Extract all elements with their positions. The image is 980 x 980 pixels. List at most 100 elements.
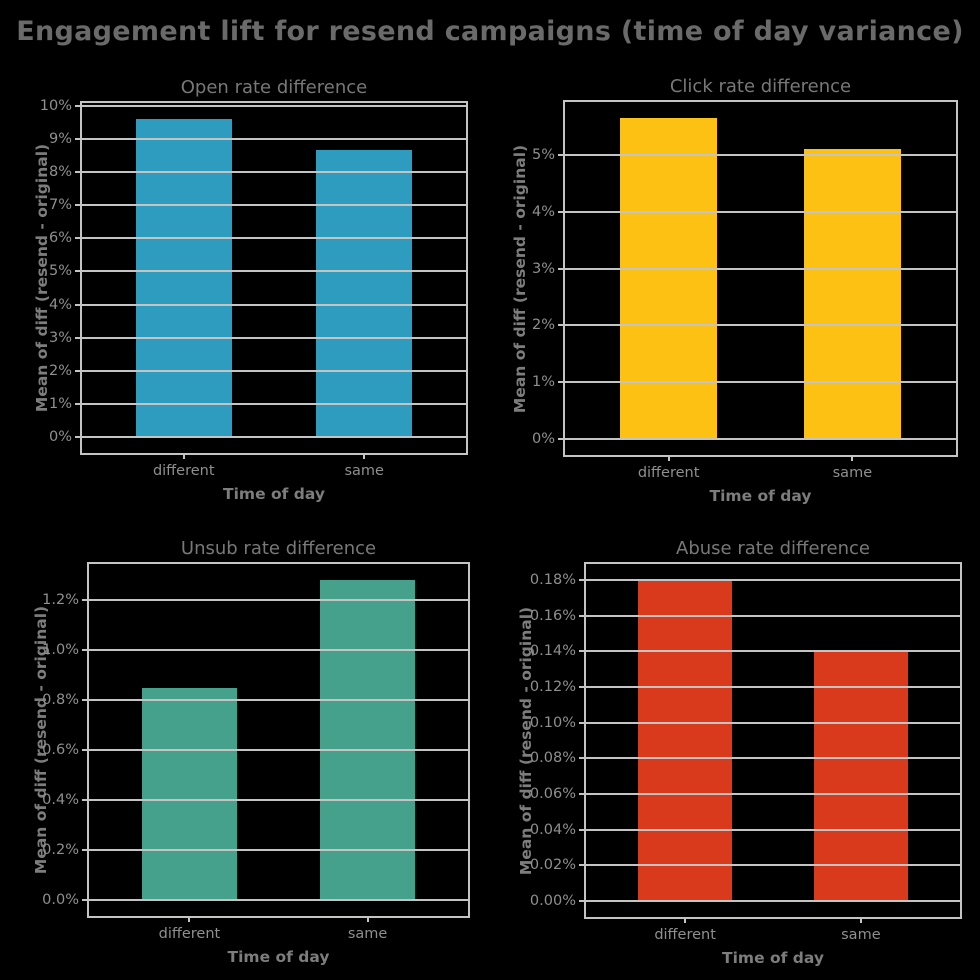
y-tick-mark — [579, 650, 586, 653]
gridline — [586, 899, 960, 902]
y-tick-mark — [75, 137, 82, 140]
gridline — [89, 699, 468, 701]
y-tick-label: 0.4% — [42, 792, 79, 808]
y-tick-mark — [82, 649, 89, 651]
y-tick-label: 5% — [48, 263, 72, 280]
x-tick-mark — [363, 453, 366, 459]
gridline — [586, 792, 960, 795]
y-tick-mark — [558, 267, 565, 270]
gridline — [89, 748, 468, 751]
y-tick-label: 8% — [48, 163, 72, 180]
y-tick-mark — [75, 369, 82, 372]
y-tick-mark — [579, 899, 586, 902]
y-tick-mark — [579, 828, 586, 831]
y-tick-label: 0% — [48, 429, 72, 446]
x-tick-mark — [667, 455, 670, 461]
y-tick-mark — [579, 792, 586, 795]
gridline — [565, 267, 956, 270]
y-tick-label: 5% — [531, 146, 555, 163]
bar-same — [320, 580, 415, 900]
gridline — [89, 799, 468, 801]
x-tick-label: different — [158, 926, 221, 942]
y-tick-label: 0.0% — [42, 892, 79, 908]
y-tick-mark — [558, 381, 565, 384]
y-tick-mark — [75, 303, 82, 306]
gridline — [586, 757, 960, 760]
x-tick-label: different — [152, 463, 215, 479]
subplot-title: Open rate difference — [180, 77, 368, 98]
x-tick-label: same — [832, 465, 873, 481]
y-tick-label: 1.2% — [42, 592, 79, 608]
y-tick-label: 0.08% — [529, 750, 576, 767]
gridline — [82, 237, 466, 240]
y-tick-mark — [579, 721, 586, 724]
y-tick-mark — [75, 204, 82, 207]
x-tick-mark — [182, 453, 185, 459]
bar-different — [619, 118, 718, 439]
x-tick-mark — [859, 917, 862, 923]
y-tick-mark — [75, 436, 82, 439]
gridline — [89, 899, 468, 901]
y-tick-mark — [75, 104, 82, 107]
figure-title: Engagement lift for resend campaigns (ti… — [16, 16, 964, 47]
y-tick-label: 0.02% — [529, 857, 576, 874]
y-tick-label: 0.14% — [529, 643, 576, 660]
y-tick-label: 0.6% — [42, 742, 79, 758]
y-tick-label: 0.8% — [42, 692, 79, 708]
bar-same — [803, 149, 902, 439]
y-tick-mark — [82, 799, 89, 801]
subplot-title: Abuse rate difference — [676, 538, 870, 559]
y-tick-label: 7% — [48, 197, 72, 214]
gridline — [565, 381, 956, 384]
x-tick-mark — [188, 916, 191, 922]
gridline — [586, 828, 960, 831]
x-tick-label: same — [841, 927, 881, 943]
y-tick-label: 2% — [48, 362, 72, 379]
y-tick-label: 4% — [48, 296, 72, 313]
y-tick-label: 6% — [48, 230, 72, 247]
x-tick-mark — [366, 916, 369, 922]
subplot-unsub-rate-difference: 0.0% 0.2% 0.4% 0.6% 0.8% 1.0% 1.2% different sam… — [32, 538, 470, 966]
y-tick-mark — [75, 237, 82, 240]
x-tick-label: same — [347, 926, 388, 942]
y-tick-label: 10% — [39, 97, 72, 114]
x-axis-label: Time of day — [722, 949, 824, 967]
y-tick-label: 0.00% — [529, 892, 576, 909]
y-tick-label: 0.10% — [529, 714, 576, 731]
y-tick-label: 0.16% — [529, 607, 576, 624]
x-axis-label: Time of day — [223, 485, 325, 503]
y-tick-label: 3% — [531, 260, 555, 277]
y-tick-label: 0.12% — [529, 679, 576, 695]
gridline — [586, 614, 960, 617]
gridline — [89, 599, 468, 601]
gridline — [565, 210, 956, 213]
x-axis-label: Time of day — [709, 487, 812, 505]
gridline — [82, 303, 466, 306]
subplot-title: Unsub rate difference — [180, 538, 377, 559]
gridline — [89, 849, 468, 851]
y-tick-label: 1% — [48, 395, 72, 412]
y-tick-label: 0% — [531, 430, 555, 447]
subplot-title: Click rate difference — [669, 76, 852, 97]
y-tick-label: 1% — [531, 374, 555, 391]
gridline — [82, 402, 466, 405]
gridline — [565, 153, 956, 156]
x-tick-label: same — [344, 463, 384, 479]
y-tick-mark — [579, 686, 586, 688]
y-tick-mark — [579, 614, 586, 617]
y-tick-label: 0.2% — [42, 842, 79, 858]
gridline — [89, 649, 468, 651]
y-tick-label: 2% — [531, 317, 555, 334]
bar-same — [316, 150, 413, 438]
gridline — [565, 324, 956, 327]
y-tick-mark — [558, 437, 565, 440]
y-tick-label: 3% — [48, 329, 72, 346]
y-tick-mark — [82, 849, 89, 851]
y-tick-mark — [558, 210, 565, 213]
gridline — [82, 436, 466, 439]
y-tick-label: 9% — [48, 130, 72, 147]
gridline — [586, 686, 960, 688]
subplot-click-rate-difference: 0% 1% 2% 3% 4% 5% different same Click rate diff… — [511, 76, 958, 505]
gridline — [565, 437, 956, 440]
gridline — [82, 170, 466, 173]
